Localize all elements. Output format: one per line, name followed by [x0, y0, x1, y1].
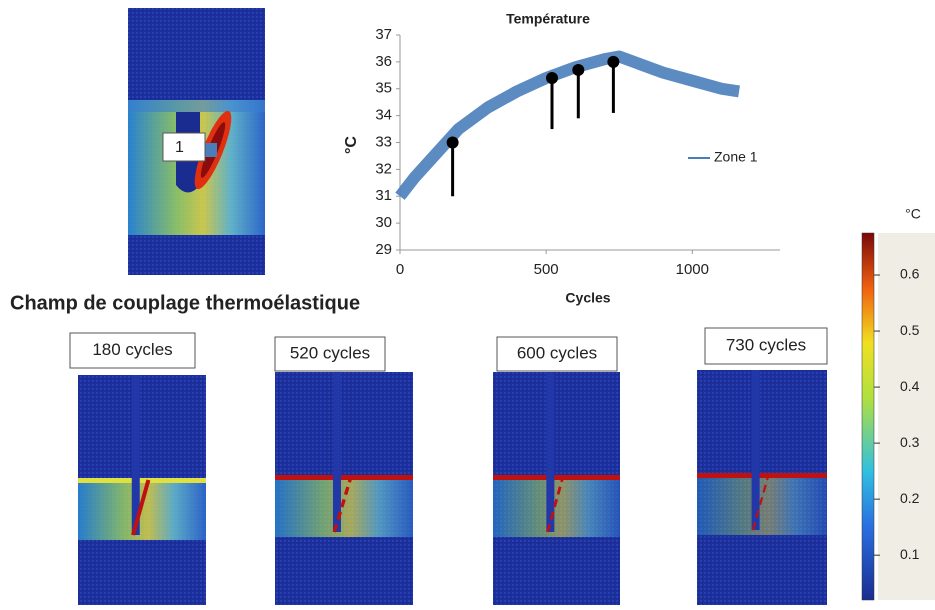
- marker-dot: [572, 63, 585, 76]
- thermal-image: 1: [128, 8, 265, 275]
- panel-notch: [332, 372, 341, 532]
- panel-label: 730 cycles: [726, 335, 806, 354]
- panel-label-box: [704, 327, 828, 365]
- panel-band: [275, 477, 413, 537]
- y-tick-label: 29: [375, 241, 392, 258]
- x-tick-label: 0: [396, 261, 404, 278]
- marker-dot: [546, 72, 558, 84]
- y-tick-label: 35: [375, 80, 392, 97]
- colorbar-unit: °C: [905, 206, 921, 222]
- panel-edge: [275, 475, 413, 480]
- zone-box: [162, 132, 206, 162]
- panel-label: 520 cycles: [290, 343, 370, 362]
- panel-label: 180 cycles: [92, 340, 172, 359]
- panel-crack: [131, 479, 151, 536]
- marker-dot: [607, 55, 620, 68]
- y-axis-label: °C: [343, 136, 360, 154]
- panel-edge: [78, 478, 206, 483]
- panel-label-box: [274, 336, 386, 372]
- panel-label: 600 cycles: [517, 343, 597, 362]
- line-band: [395, 50, 740, 200]
- thermal-panel: 180 cycles: [69, 332, 206, 605]
- y-tick-label: 32: [375, 160, 392, 177]
- panel-crack: [332, 476, 353, 533]
- colorbar-tick-label: 0.2: [900, 490, 920, 506]
- panel-crack: [546, 476, 565, 533]
- panel-notch: [546, 372, 555, 532]
- panel-band: [493, 477, 620, 537]
- section-title: Champ de couplage thermoélastique: [10, 292, 360, 314]
- panel-edge: [493, 475, 620, 480]
- panel-label-box: [496, 336, 618, 372]
- y-tick-label: 31: [375, 187, 392, 204]
- panel-label-box: [69, 332, 196, 369]
- y-tick-label: 37: [375, 26, 392, 43]
- colorbar-tick-label: 0.5: [900, 322, 920, 338]
- marker-dot: [446, 136, 459, 149]
- panel-edge: [697, 473, 827, 478]
- y-tick-label: 30: [375, 214, 392, 231]
- y-tick-label: 33: [375, 133, 392, 150]
- x-axis-label: Cycles: [565, 290, 610, 306]
- legend-label: Zone 1: [714, 149, 758, 165]
- thermal-panel: 600 cycles: [493, 336, 620, 605]
- y-tick-label: 34: [375, 107, 392, 124]
- thermal-panel: 520 cycles: [274, 336, 413, 605]
- panel-band: [697, 475, 827, 535]
- x-tick-label: 500: [534, 261, 559, 278]
- chart-title: Température: [506, 11, 590, 27]
- panel-notch: [751, 370, 760, 530]
- colorbar-tick-label: 0.4: [900, 378, 920, 394]
- colorbar-label-bg: [878, 233, 935, 600]
- colorbar-tick-label: 0.6: [900, 266, 920, 282]
- colorbar-tick-label: 0.1: [900, 546, 920, 562]
- colorbar-tick-label: 0.3: [900, 434, 920, 450]
- x-tick-label: 1000: [676, 261, 709, 278]
- thermal-panel: 730 cycles: [697, 327, 828, 605]
- panel-crack: [751, 474, 770, 531]
- panel-notch: [131, 375, 140, 535]
- colorbar: [861, 232, 875, 601]
- zone-label: 1: [175, 139, 184, 156]
- y-tick-label: 36: [375, 53, 392, 70]
